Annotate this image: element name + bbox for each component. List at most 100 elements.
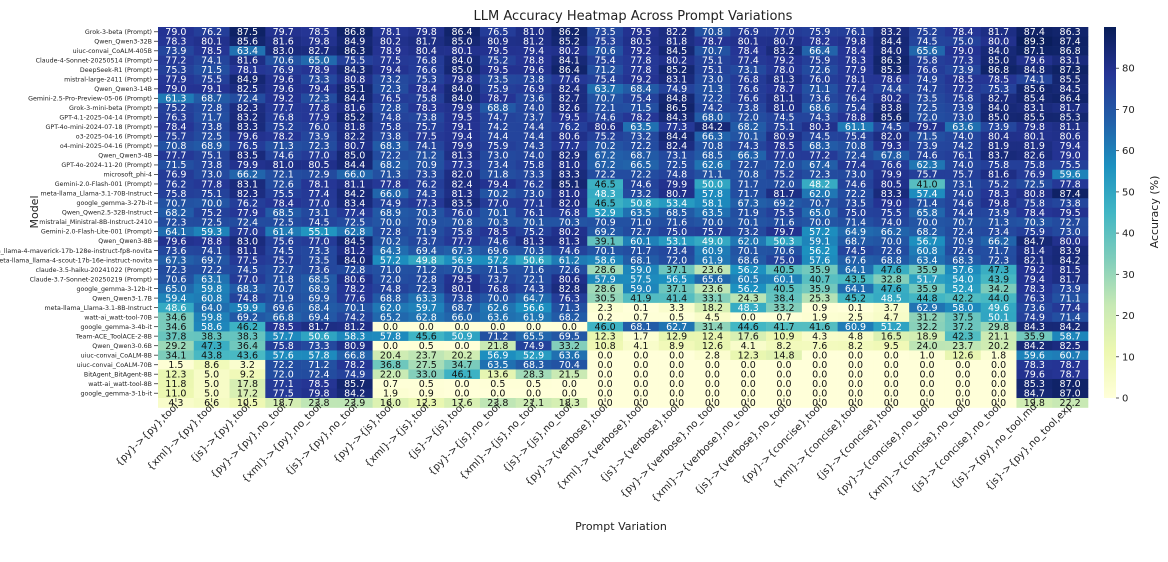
cell-value-label: 0.0 [633,379,648,390]
cell-value-label: 72.2 [845,189,866,200]
heatmap-cell [980,55,1017,66]
cell-value-label: 86.3 [344,46,365,57]
cell-value-label: 56.2 [809,246,830,257]
heatmap-cell [980,274,1017,285]
cell-value-label: 79.9 [881,170,902,181]
heatmap-cell [336,331,373,342]
cell-value-label: 72.0 [773,160,794,171]
cell-value-label: 11.0 [165,389,186,400]
cell-value-label: 50.6 [308,331,329,342]
cell-value-label: 50.8 [630,198,651,209]
cell-value-label: 85.0 [988,56,1009,67]
heatmap-cell [158,378,195,389]
cell-value-label: 34.6 [165,322,186,333]
heatmap-cell [265,236,302,247]
heatmap-cell [158,84,195,94]
cell-value-label: 0.0 [598,398,613,409]
heatmap-cell [408,302,445,313]
heatmap-cell [515,207,552,218]
cell-value-label: 63.1 [201,274,222,285]
chart-title: LLM Accuracy Heatmap Across Prompt Varia… [474,9,793,24]
cell-value-label: 87.4 [1060,37,1081,48]
cell-value-label: 4.1 [741,341,756,352]
heatmap-cell [551,321,588,332]
cell-value-label: 40.5 [773,284,794,295]
heatmap-cell [158,74,195,85]
cell-value-label: 86.3 [881,56,902,67]
cell-value-label: 78.5 [273,322,294,333]
heatmap-cell [909,255,946,266]
heatmap-cell [479,188,516,199]
heatmap-cell [408,321,445,332]
cell-value-label: 0.0 [741,370,756,381]
cell-value-label: 76.2 [559,122,580,133]
cell-value-label: 70.0 [380,217,401,228]
heatmap-cell [479,321,516,332]
cell-value-label: 72.7 [1060,217,1081,228]
heatmap-cell [551,283,588,294]
cell-value-label: 70.1 [738,132,759,143]
cell-value-label: 86.8 [988,65,1009,76]
heatmap-cell [336,131,373,142]
cell-value-label: 72.0 [666,255,687,266]
cell-value-label: 59.8 [201,312,222,323]
heatmap-cell [551,188,588,199]
heatmap-cell [301,302,338,313]
heatmap-cell [766,198,803,209]
cell-value-label: 84.0 [988,103,1009,114]
cell-value-label: 75.2 [165,103,186,114]
heatmap-cell [623,160,660,170]
heatmap-cell [801,274,838,285]
heatmap-cell [980,65,1017,75]
cell-value-label: 46.5 [595,198,616,209]
cell-value-label: 78.5 [988,75,1009,86]
cell-value-label: 81.2 [344,322,365,333]
heatmap-cell [193,207,230,218]
cell-value-label: 10.5 [237,398,258,409]
cell-value-label: 0.0 [884,398,899,409]
heatmap-cell [658,340,695,351]
colorbar-tick-label: 80 [1122,64,1135,75]
cell-value-label: 79.6 [1024,370,1045,381]
heatmap-cell [551,93,588,104]
heatmap-cell [193,198,230,209]
cell-value-label: 82.2 [344,132,365,143]
heatmap-cell [158,150,195,161]
heatmap-cell [944,359,981,370]
heatmap-cell [265,293,302,304]
y-tick-label: BitAgent_BitAgent-8B [84,371,152,378]
heatmap-cell [873,112,910,123]
cell-value-label: 82.4 [559,84,580,95]
cell-value-label: 74.4 [881,84,902,95]
heatmap-cell [265,369,302,380]
heatmap-cell [837,236,874,247]
cell-value-label: 80.1 [451,284,472,295]
heatmap-cell [873,217,910,228]
cell-value-label: 8.2 [776,341,791,352]
cell-value-label: 17.2 [237,389,258,400]
cell-value-label: 40.5 [773,265,794,276]
heatmap-cell [301,84,338,94]
heatmap-cell [658,103,695,113]
heatmap-cell [980,321,1017,332]
heatmap-cell [158,312,195,323]
heatmap-cell [873,55,910,66]
cell-value-label: 84.2 [344,189,365,200]
cell-value-label: 0.0 [633,360,648,371]
cell-value-label: 62.0 [809,189,830,200]
cell-value-label: 75.4 [595,56,616,67]
heatmap-cell [551,112,588,123]
cell-value-label: 72.6 [273,179,294,190]
cell-value-label: 71.2 [416,265,437,276]
cell-value-label: 84.0 [451,56,472,67]
cell-value-label: 63.7 [595,84,616,95]
cell-value-label: 67.2 [595,160,616,171]
heatmap-cell [909,103,946,113]
cell-value-label: 79.0 [881,198,902,209]
heatmap-cell [408,198,445,209]
cell-value-label: 75.2 [773,170,794,181]
cell-value-label: 78.7 [773,84,794,95]
cell-value-label: 0.0 [919,389,934,400]
heatmap-cell [479,84,516,94]
heatmap-cell [265,122,302,132]
